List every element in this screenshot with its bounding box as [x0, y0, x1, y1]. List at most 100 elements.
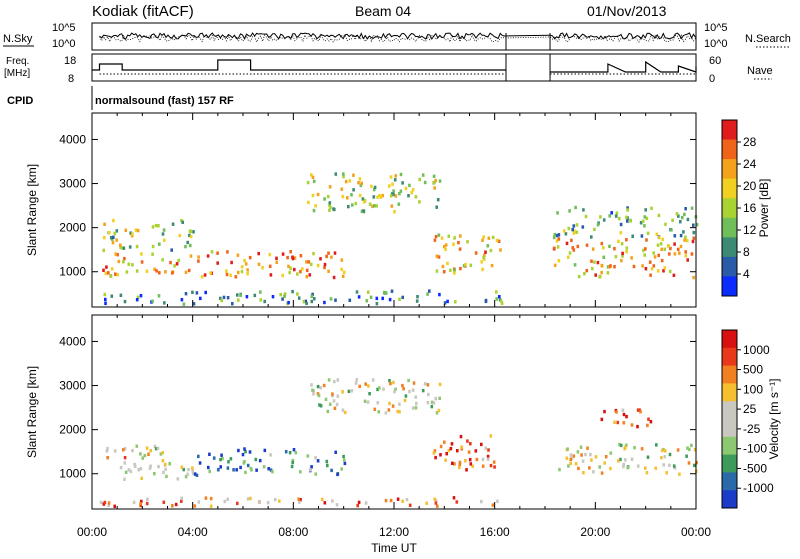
heatmap-cell — [464, 262, 467, 267]
heatmap-cell — [398, 402, 401, 406]
heatmap-cell — [175, 262, 179, 266]
heatmap-cell — [235, 468, 238, 472]
heatmap-cell — [453, 462, 456, 466]
heatmap-cell — [165, 474, 168, 479]
freq-step-line — [550, 60, 697, 73]
date-title: 01/Nov/2013 — [587, 3, 667, 19]
heatmap-cell — [660, 448, 664, 453]
heatmap-cell — [418, 177, 421, 182]
colorbar-swatch — [722, 120, 737, 141]
heatmap-cell — [569, 453, 573, 457]
heatmap-cell — [567, 226, 571, 231]
heatmap-cell — [291, 458, 295, 463]
heatmap-cell — [493, 465, 496, 469]
heatmap-cell — [452, 242, 455, 246]
heatmap-cell — [589, 452, 592, 457]
heatmap-cell — [253, 293, 257, 298]
heatmap-cell — [692, 236, 696, 240]
heatmap-cell — [663, 455, 667, 459]
heatmap-cell — [498, 295, 501, 299]
heatmap-cell — [123, 256, 126, 261]
heatmap-cell — [140, 499, 143, 504]
heatmap-cell — [398, 192, 401, 196]
heatmap-cell — [690, 206, 694, 210]
heatmap-cell — [593, 260, 596, 264]
heatmap-cell — [565, 241, 569, 246]
colorbar-tick-label: 16 — [743, 201, 757, 215]
heatmap-cell — [453, 271, 456, 275]
heatmap-cell — [569, 457, 572, 462]
heatmap-cell — [466, 439, 469, 443]
heatmap-cell — [469, 462, 473, 466]
heatmap-cell — [240, 269, 244, 274]
heatmap-cell — [189, 234, 193, 239]
heatmap-cell — [140, 260, 144, 264]
heatmap-cell — [604, 455, 608, 459]
heatmap-cell — [668, 463, 671, 467]
heatmap-cell — [569, 461, 572, 466]
heatmap-cell — [650, 267, 654, 271]
heatmap-cell — [394, 174, 398, 178]
heatmap-cell — [447, 448, 451, 453]
heatmap-cell — [139, 452, 142, 456]
heatmap-cell — [229, 457, 233, 461]
heatmap-cell — [693, 448, 697, 452]
heatmap-cell — [115, 238, 118, 242]
colorbar-swatch — [722, 198, 737, 219]
heatmap-cell — [139, 294, 143, 298]
heatmap-cell — [102, 268, 105, 272]
y-tick-label: 1000 — [59, 265, 86, 279]
heatmap-cell — [308, 468, 312, 472]
colorbar-swatch — [722, 490, 737, 509]
heatmap-cell — [464, 459, 467, 463]
heatmap-cell — [594, 455, 598, 459]
heatmap-cell — [189, 243, 192, 248]
heatmap-cell — [267, 467, 270, 471]
heatmap-cell — [657, 213, 661, 218]
heatmap-cell — [227, 460, 230, 464]
heatmap-cell — [298, 500, 301, 504]
heatmap-cell — [153, 444, 157, 449]
heatmap-cell — [486, 454, 490, 459]
heatmap-cell — [363, 399, 367, 403]
heatmap-cell — [331, 499, 334, 503]
heatmap-cell — [240, 265, 244, 269]
heatmap-cell — [333, 207, 336, 212]
heatmap-cell — [139, 502, 142, 506]
heatmap-cell — [131, 232, 134, 236]
heatmap-cell — [453, 236, 456, 240]
heatmap-cell — [553, 232, 557, 237]
heatmap-cell — [283, 294, 286, 299]
heatmap-cell — [613, 265, 616, 269]
heatmap-cell — [639, 221, 643, 225]
heatmap-cell — [327, 269, 330, 273]
heatmap-cell — [443, 440, 446, 444]
heatmap-cell — [570, 238, 573, 243]
sky-noise-line — [99, 32, 696, 40]
heatmap-cell — [208, 452, 211, 456]
heatmap-cell — [318, 403, 321, 407]
heatmap-cell — [500, 301, 504, 305]
heatmap-cell — [294, 451, 298, 455]
heatmap-cell — [592, 470, 595, 474]
heatmap-cell — [161, 258, 164, 262]
heatmap-cell — [287, 264, 290, 269]
heatmap-cell — [109, 236, 113, 240]
heatmap-cell — [171, 504, 174, 508]
heatmap-cell — [105, 265, 108, 269]
heatmap-cell — [371, 204, 374, 209]
heatmap-cell — [617, 239, 620, 244]
heatmap-cell — [332, 275, 336, 280]
heatmap-cell — [146, 497, 149, 501]
heatmap-cell — [305, 260, 308, 264]
heatmap-cell — [310, 294, 314, 298]
heatmap-cell — [323, 265, 326, 270]
heatmap-cell — [481, 238, 484, 242]
heatmap-cell — [286, 255, 289, 260]
heatmap-cell — [574, 462, 578, 466]
freq-tick-bottom: 8 — [68, 73, 74, 85]
heatmap-cell — [676, 448, 680, 452]
y-tick-label: 3000 — [59, 177, 86, 191]
heatmap-cell — [414, 195, 418, 199]
heatmap-cell — [155, 269, 158, 273]
